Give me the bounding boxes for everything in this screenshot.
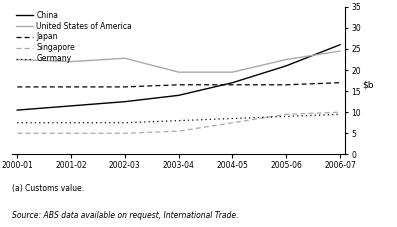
- Text: Source: ABS data available on request, International Trade.: Source: ABS data available on request, I…: [12, 211, 239, 220]
- Y-axis label: $b: $b: [362, 81, 374, 90]
- Text: (a) Customs value.: (a) Customs value.: [12, 184, 84, 193]
- Legend: China, United States of America, Japan, Singapore, Germany: China, United States of America, Japan, …: [16, 11, 132, 63]
